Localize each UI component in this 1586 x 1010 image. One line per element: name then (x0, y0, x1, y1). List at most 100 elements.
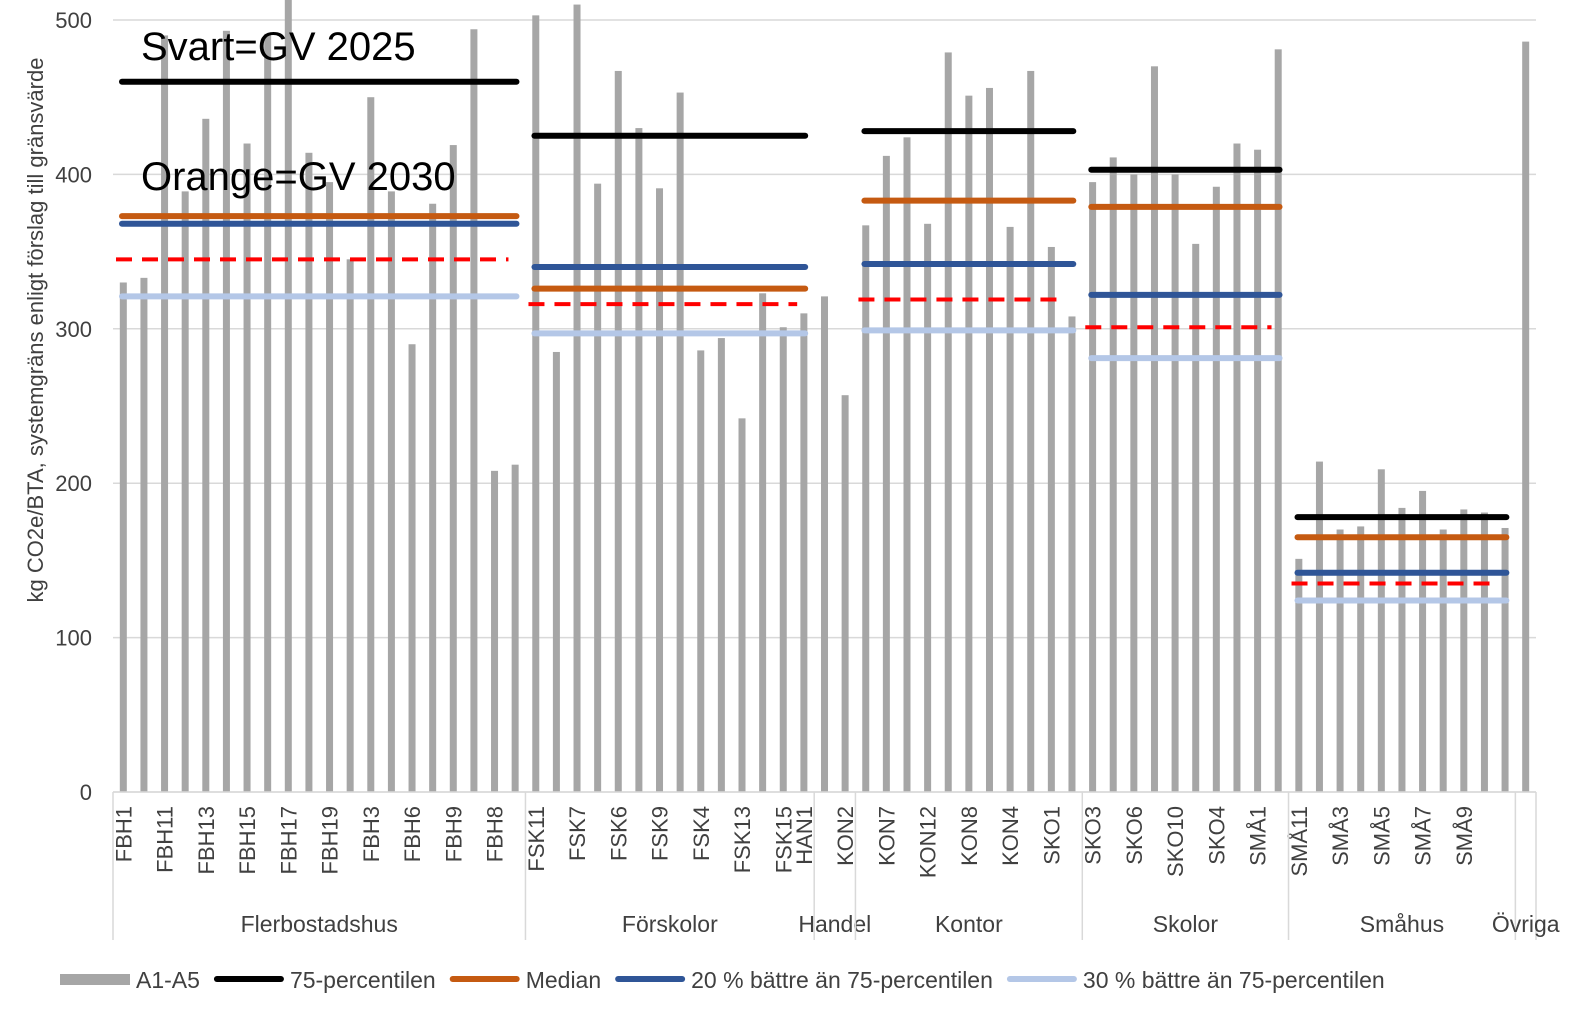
x-tick-label: KON12 (916, 806, 941, 878)
legend: A1-A5 75-percentilen Median 20 % bättre än … (60, 967, 1385, 993)
group-label: Småhus (1360, 911, 1444, 937)
x-tick-label: FBH17 (276, 806, 301, 874)
bar (367, 97, 375, 792)
bar (119, 282, 127, 792)
bar (243, 143, 251, 792)
x-tick-label: SKO4 (1204, 806, 1229, 865)
bar (965, 95, 973, 792)
bar (449, 145, 457, 793)
x-tick-label: FBH6 (400, 806, 425, 862)
group-label: Skolor (1153, 911, 1219, 937)
bar (985, 87, 993, 793)
x-tick-label: FBH15 (235, 806, 260, 874)
bar (882, 155, 890, 792)
x-tick-label: SKO10 (1163, 806, 1188, 877)
bar (1398, 507, 1406, 792)
bar (1233, 143, 1241, 792)
bar (284, 0, 292, 792)
bar (1460, 509, 1468, 792)
x-tick-label: FBH19 (318, 806, 343, 874)
bar (532, 15, 540, 793)
bar (222, 30, 230, 793)
x-tick-label: HAN1 (792, 806, 817, 865)
bar (1274, 49, 1282, 792)
bar (759, 293, 767, 792)
bar (573, 4, 581, 793)
bar (697, 350, 705, 792)
legend-item-better20: 20 % bättre än 75-percentilen (615, 967, 993, 993)
bar (1089, 182, 1097, 792)
bar (1068, 316, 1076, 792)
y-axis: 0 100 200 300 400 500 (55, 8, 92, 805)
reference-lines (116, 78, 1510, 604)
bar (1212, 186, 1220, 792)
x-tick-label: KON8 (957, 806, 982, 866)
legend-label: Median (526, 967, 601, 993)
bar (1047, 246, 1055, 792)
x-tick-label: SKO6 (1122, 806, 1147, 865)
bar (202, 118, 210, 793)
bar (594, 183, 602, 792)
x-tick-label: SKO3 (1081, 806, 1106, 865)
bar (614, 70, 622, 792)
bar (924, 223, 932, 793)
x-tick-label: SMÅ5 (1369, 806, 1394, 866)
x-tick-label: FSK15 (771, 806, 796, 873)
x-tick-label: SMÅ3 (1328, 806, 1353, 866)
bar (676, 92, 684, 793)
x-tick-label: KON7 (874, 806, 899, 866)
x-tick-label: FSK9 (648, 806, 673, 861)
bar (800, 313, 808, 792)
annotation-orange: Orange=GV 2030 (141, 155, 456, 199)
bar (326, 182, 334, 792)
bar (1150, 66, 1158, 792)
bar (552, 351, 560, 792)
x-axis: FBH1 FBH11 FBH13 FBH15 FBH17 FBH19 FBH3 FBH6 FBH… (111, 791, 1560, 940)
y-axis-label: kg CO2e/BTA, systemgräns enligt förslag … (23, 58, 48, 603)
x-tick-label: FBH3 (359, 806, 384, 862)
legend-item-median: Median (449, 967, 601, 993)
x-tick-label: FSK7 (565, 806, 590, 861)
legend-label: A1-A5 (136, 967, 200, 993)
bar (1109, 157, 1117, 792)
bar (1254, 149, 1262, 793)
x-tick-label: SMÅ11 (1287, 806, 1312, 877)
bar (1336, 529, 1344, 792)
legend-item-better30: 30 % bättre än 75-percentilen (1006, 967, 1385, 993)
x-tick-label: FBH8 (483, 806, 508, 862)
legend-label: 20 % bättre än 75-percentilen (691, 967, 993, 993)
bar (1006, 226, 1014, 792)
bar (635, 128, 643, 792)
bar (1130, 174, 1138, 792)
bar (779, 327, 787, 792)
bar (1439, 529, 1447, 792)
bar (1480, 512, 1488, 792)
x-tick-label: FBH1 (111, 806, 136, 862)
bar (140, 277, 148, 792)
x-tick-label: FSK4 (689, 806, 714, 861)
y-tick-label: 500 (55, 8, 92, 33)
x-tick-label: SKO1 (1039, 806, 1064, 865)
bar (841, 395, 849, 792)
bar (862, 225, 870, 793)
y-tick-label: 0 (80, 780, 92, 805)
x-tick-label: KON2 (833, 806, 858, 866)
bar (656, 188, 664, 792)
bar (161, 35, 169, 792)
y-tick-label: 400 (55, 162, 92, 187)
group-label: Övriga (1492, 911, 1560, 937)
bar (1357, 526, 1365, 792)
bar (1419, 490, 1427, 792)
y-tick-label: 200 (55, 471, 92, 496)
legend-item-p75: 75-percentilen (213, 967, 436, 993)
bar (470, 29, 478, 793)
y-tick-label: 100 (55, 626, 92, 651)
group-label: Kontor (935, 911, 1003, 937)
bar (1295, 558, 1303, 792)
legend-label: 75-percentilen (290, 967, 436, 993)
group-label: Flerbostadshus (241, 911, 398, 937)
x-tick-label: KON4 (998, 806, 1023, 866)
bar (717, 338, 725, 792)
x-tick-label: FSK13 (730, 806, 755, 873)
